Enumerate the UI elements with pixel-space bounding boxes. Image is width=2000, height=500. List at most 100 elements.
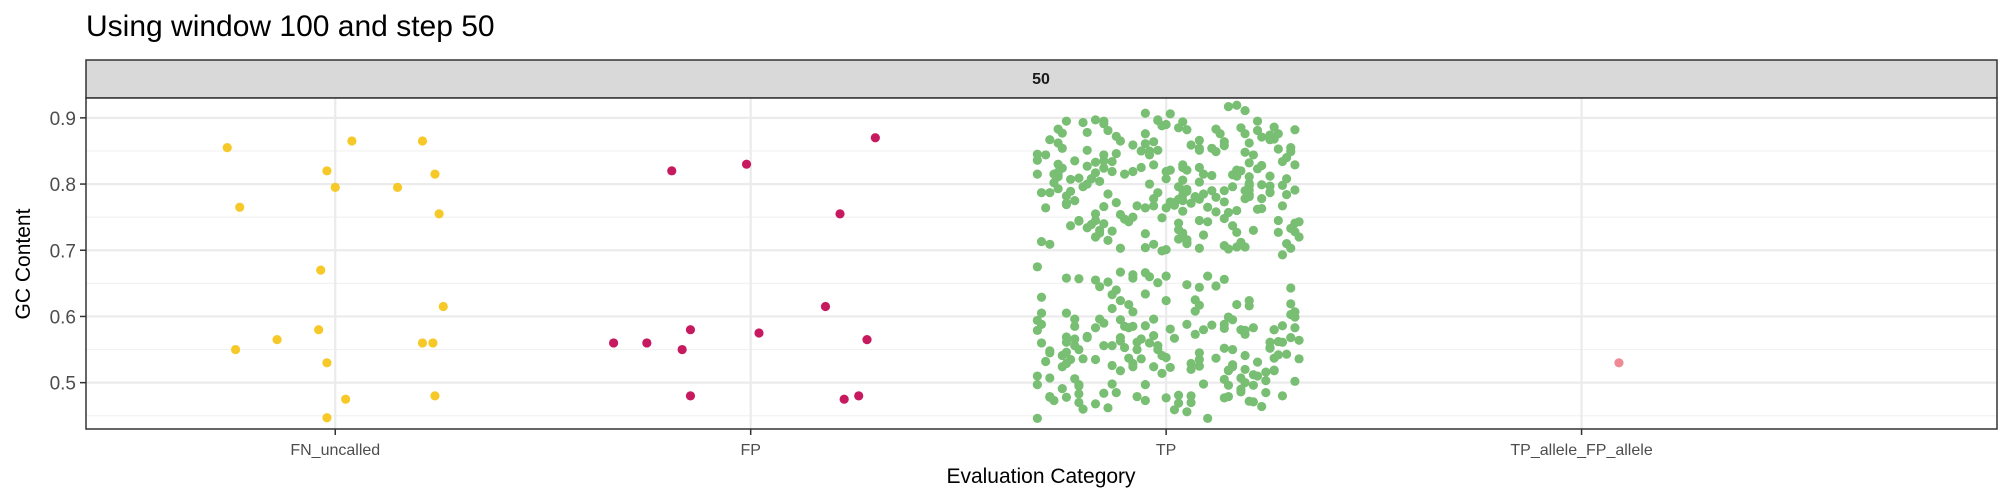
data-point [1107, 166, 1117, 177]
data-point [1070, 196, 1080, 206]
data-point [1090, 323, 1101, 333]
data-point [1165, 109, 1175, 119]
data-point [1140, 108, 1150, 118]
data-point [1107, 226, 1117, 236]
data-point [1248, 370, 1258, 380]
data-point [430, 169, 440, 179]
data-point [1065, 221, 1076, 231]
data-point [1099, 116, 1109, 126]
data-point [677, 344, 687, 355]
data-point [1099, 340, 1109, 351]
data-point [1178, 160, 1188, 170]
data-point [1115, 333, 1126, 343]
data-point [1099, 219, 1109, 229]
data-point [1132, 201, 1142, 211]
data-point [1078, 404, 1088, 414]
data-point [1198, 379, 1209, 389]
data-point [1211, 281, 1221, 291]
data-point [1207, 170, 1217, 181]
data-point [1057, 350, 1067, 361]
data-point [1090, 168, 1101, 178]
data-point [1277, 321, 1288, 331]
data-point [1119, 169, 1130, 179]
data-point [1070, 374, 1080, 384]
data-point [316, 265, 326, 275]
data-point [1240, 147, 1250, 157]
data-point [1036, 188, 1047, 198]
data-point [1140, 203, 1150, 213]
data-point [1136, 162, 1146, 173]
x-tick-label: FN_uncalled [290, 442, 380, 459]
data-point [322, 413, 332, 423]
data-point [1082, 127, 1092, 138]
data-point [1161, 271, 1171, 281]
y-tick-label: 0.7 [50, 241, 76, 262]
y-tick-label: 0.9 [50, 109, 76, 130]
data-point [1128, 140, 1138, 150]
data-point [1070, 156, 1080, 166]
data-point [1082, 333, 1092, 343]
data-point [1282, 349, 1292, 359]
data-point [1194, 243, 1204, 253]
data-point [1178, 175, 1188, 185]
data-point [1144, 338, 1155, 348]
data-point [1157, 213, 1167, 223]
data-point [1090, 275, 1101, 285]
data-point [1045, 188, 1055, 198]
data-point [1265, 188, 1275, 198]
data-point [1082, 179, 1092, 189]
data-point [1115, 267, 1126, 277]
data-point [1070, 334, 1080, 344]
data-point [1244, 192, 1254, 202]
data-point [1240, 364, 1250, 375]
data-point [1161, 166, 1171, 177]
data-point [1257, 180, 1267, 190]
data-point [1252, 164, 1263, 174]
data-point [1128, 307, 1138, 317]
data-point [272, 335, 282, 345]
data-point [1186, 198, 1196, 208]
data-point [1111, 197, 1121, 208]
data-point [1203, 217, 1213, 227]
data-point [1219, 343, 1229, 353]
data-point [1070, 314, 1080, 324]
data-point [314, 325, 324, 335]
data-point [1111, 285, 1121, 295]
data-point [1095, 176, 1105, 187]
data-point [1228, 221, 1238, 231]
data-point [1153, 145, 1163, 155]
data-point [1082, 145, 1092, 155]
data-point [330, 182, 340, 192]
data-point [1198, 189, 1209, 199]
data-point [1182, 125, 1192, 135]
data-point [1041, 203, 1051, 213]
data-point [1165, 197, 1175, 207]
data-point [1223, 380, 1234, 390]
data-point [1261, 387, 1271, 398]
data-point [1282, 190, 1292, 200]
data-point [1078, 354, 1088, 364]
data-point [1194, 361, 1204, 371]
data-point [1099, 388, 1109, 398]
data-point [1061, 191, 1072, 201]
data-point [1157, 368, 1167, 378]
data-point [1194, 177, 1204, 187]
data-point [1182, 407, 1192, 417]
data-point [1053, 184, 1063, 194]
data-point [642, 338, 652, 348]
data-point [1045, 348, 1055, 358]
data-point [1090, 157, 1101, 167]
data-point [1115, 209, 1126, 220]
data-point [1074, 381, 1084, 391]
data-point [1107, 340, 1117, 351]
data-point [1248, 225, 1258, 235]
data-point [1277, 391, 1288, 401]
data-point [1041, 150, 1051, 160]
data-point [1153, 278, 1163, 288]
data-point [1282, 152, 1292, 163]
data-point [1194, 348, 1204, 358]
data-point [1269, 122, 1279, 132]
data-point [1290, 227, 1300, 237]
data-point [1252, 116, 1263, 126]
